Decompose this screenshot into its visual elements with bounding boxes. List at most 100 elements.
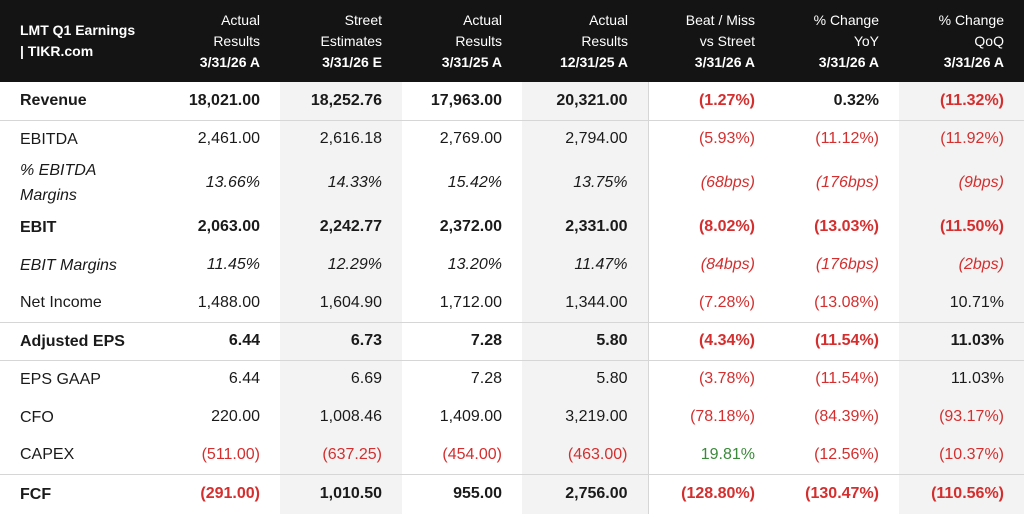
cell-value: (13.08%) [775,284,899,323]
cell-value: 6.73 [280,322,402,361]
col-header-actual-q1-26: Actual Results 3/31/26 A [160,0,280,82]
cell-value: (68bps) [647,158,775,208]
cell-value: 1,604.90 [280,284,402,323]
cell-value: 13.20% [447,256,502,273]
table-row: EBIT 2,063.00 2,242.77 2,372.00 2,331.00 (8.0… [0,208,1024,246]
table-title: LMT Q1 Earnings | TIKR.com [0,0,160,82]
cell-value: (84.39%) [814,408,879,425]
cell-value: (11.54%) [815,370,879,388]
cell-value: (176bps) [815,174,879,191]
cell-value: (11.50%) [899,208,1024,246]
row-label: EBIT Margins [20,256,117,274]
cell-value: 2,769.00 [439,130,502,148]
cell-value: 6.44 [160,322,280,361]
cell-value: 2,756.00 [522,474,648,514]
cell-value: 11.03% [899,322,1024,361]
col-header-street-estimates: Street Estimates 3/31/26 E [280,0,402,82]
row-label: EBIT [20,218,57,236]
table-row: FCF (291.00) 1,010.50 955.00 2,756.00 (128.80… [0,474,1024,514]
cell-value: (110.56%) [899,474,1024,514]
cell-value: (637.25) [280,436,402,475]
cell-value: 2,794.00 [522,120,648,158]
cell-value: (78.18%) [647,398,775,436]
cell-value: (11.12%) [815,130,879,148]
cell-value: (463.00) [522,436,648,475]
cell-value: 1,008.46 [280,398,402,436]
row-label: FCF [20,485,52,503]
row-label: Adjusted EPS [0,322,160,361]
table-row: Revenue 18,021.00 18,252.76 17,963.00 20,321… [0,82,1024,121]
table-row: CFO 220.00 1,008.46 1,409.00 3,219.00 (78.18%… [0,398,1024,436]
cell-value: (7.28%) [647,284,775,323]
cell-value: 19.81% [647,436,775,475]
cell-value: 11.47% [522,246,648,284]
cell-value: (10.37%) [899,436,1024,475]
cell-value: 6.44 [228,370,260,388]
table-row: EPS GAAP 6.44 6.69 7.28 5.80 (3.78%) (11.54%) 1… [0,360,1024,398]
cell-value: 2,063.00 [197,218,260,235]
cell-value: 15.42% [447,174,502,191]
cell-value: 1,712.00 [402,284,522,323]
row-label: Revenue [0,82,160,121]
cell-value: (12.56%) [775,436,899,475]
cell-value: 2,616.18 [280,120,402,158]
cell-value: (5.93%) [647,120,775,158]
cell-value: 7.28 [402,322,522,361]
cell-value: (9bps) [899,158,1024,208]
cell-value: 1,488.00 [160,284,280,323]
cell-value: (13.03%) [814,218,879,235]
cell-value: 2,461.00 [197,130,260,148]
col-header-beat-miss: Beat / Miss vs Street 3/31/26 A [648,0,775,82]
row-label: % EBITDA Margins [20,162,96,204]
cell-value: (454.00) [402,436,522,475]
cell-value: (130.47%) [805,485,879,503]
table-row: EBIT Margins 11.45% 12.29% 13.20% 11.47% (84b… [0,246,1024,284]
table-row: EBITDA 2,461.00 2,616.18 2,769.00 2,794.00 (5… [0,120,1024,158]
cell-value: 6.69 [280,360,402,398]
row-label: CFO [20,408,54,426]
col-header-actual-q1-25: Actual Results 3/31/25 A [402,0,522,82]
table-row: Net Income 1,488.00 1,604.90 1,712.00 1,344.… [0,284,1024,323]
cell-value: (84bps) [647,246,775,284]
cell-value: 12.29% [280,246,402,284]
cell-value: 220.00 [211,408,260,425]
cell-value: 5.80 [522,360,648,398]
row-label: EBITDA [20,130,78,148]
cell-value: 20,321.00 [522,82,648,121]
cell-value: 2,242.77 [280,208,402,246]
cell-value: (128.80%) [647,474,775,514]
title-line1: LMT Q1 Earnings [20,22,136,38]
cell-value: 2,331.00 [522,208,648,246]
cell-value: (93.17%) [899,398,1024,436]
cell-value: 13.75% [522,158,648,208]
cell-value: (3.78%) [647,360,775,398]
col-header-change-qoq: % Change QoQ 3/31/26 A [899,0,1024,82]
cell-value: 1,409.00 [439,408,502,425]
col-header-actual-q4-25: Actual Results 12/31/25 A [522,0,648,82]
table-body: Revenue 18,021.00 18,252.76 17,963.00 20,321… [0,82,1024,514]
cell-value: (11.92%) [899,120,1024,158]
cell-value: 11.45% [206,256,260,273]
row-label: Net Income [0,284,160,323]
cell-value: (176bps) [815,256,879,273]
cell-value: (511.00) [160,436,280,475]
row-label: EPS GAAP [20,370,101,388]
cell-value: 10.71% [899,284,1024,323]
cell-value: (1.27%) [647,82,775,121]
row-label: CAPEX [0,436,160,475]
header-row: LMT Q1 Earnings | TIKR.com Actual Result… [0,0,1024,82]
table-row: CAPEX (511.00) (637.25) (454.00) (463.00) 19.… [0,436,1024,475]
cell-value: 18,021.00 [160,82,280,121]
cell-value: (291.00) [200,485,260,503]
cell-value: 5.80 [522,322,648,361]
table-row: % EBITDA Margins 13.66% 14.33% 15.42% 13.75%… [0,158,1024,208]
cell-value: 13.66% [205,174,260,191]
cell-value: 1,344.00 [522,284,648,323]
table-row: Adjusted EPS 6.44 6.73 7.28 5.80 (4.34%) (11.5… [0,322,1024,361]
cell-value: 0.32% [775,82,899,121]
title-line2: | TIKR.com [20,43,94,59]
cell-value: (8.02%) [647,208,775,246]
cell-value: (11.54%) [775,322,899,361]
cell-value: (4.34%) [647,322,775,361]
